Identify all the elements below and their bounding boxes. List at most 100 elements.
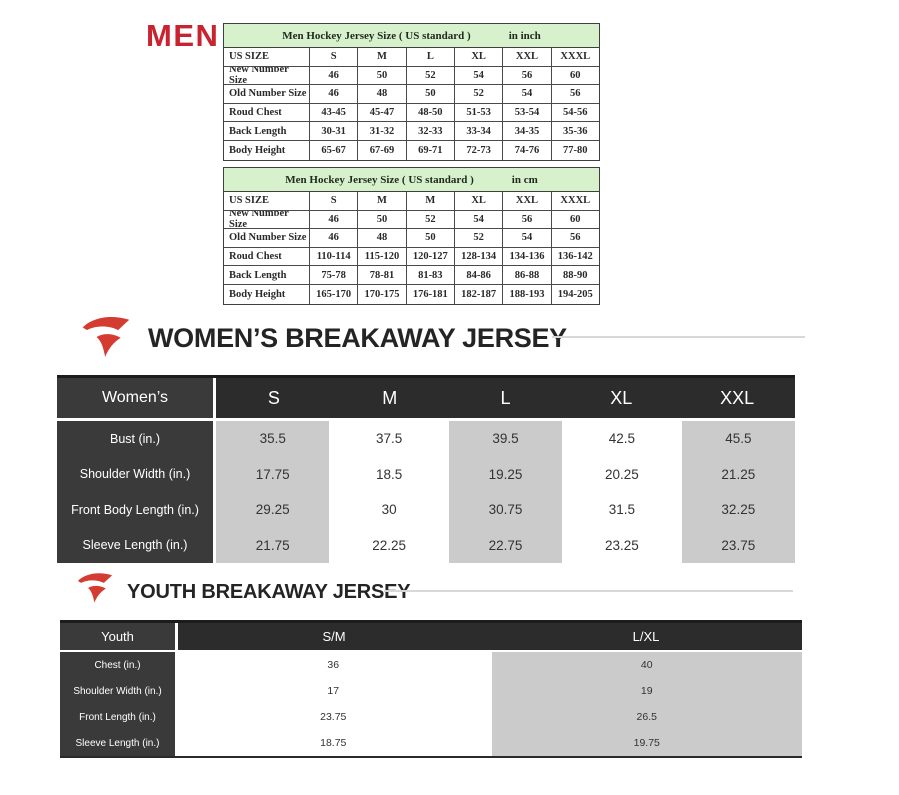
size-value-cell: 54 [455, 210, 504, 229]
size-value-cell: 136-142 [557, 251, 593, 263]
value-cell: 22.25 [372, 537, 406, 553]
size-value-cell: 165-170 [310, 284, 359, 304]
value-cell: 26.5 [491, 704, 802, 730]
size-value-cell: 43-45 [310, 103, 359, 122]
size-value-cell: 50 [358, 210, 407, 229]
value-cell: 30 [381, 502, 397, 518]
size-value-cell: S [310, 192, 359, 210]
men-table-row: Back Length 30-31 31-32 32-33 33-34 34-35 35-3… [224, 122, 599, 141]
size-value-cell: 77-80 [563, 144, 588, 156]
value-cell: 23.25 [605, 537, 639, 553]
womens-table-header: Women’s S M L XL XXL [57, 378, 795, 418]
row-label: Shoulder Width (in.) [60, 678, 175, 704]
row-label: Back Length [224, 266, 310, 284]
size-value-cell: 176-181 [407, 284, 455, 304]
value-cell: 19.75 [491, 730, 802, 756]
womens-size-table: Women’s S M L XL XXL Bust (in.) 35.5 37.5 3… [57, 375, 796, 563]
size-value-cell: 48-50 [407, 103, 455, 122]
size-value-cell: 81-83 [407, 266, 455, 284]
value-cell: 42.5 [608, 431, 636, 447]
size-value-cell: 56 [503, 66, 552, 85]
value-cell: 31.5 [608, 502, 636, 518]
row-label: Old Number Size [224, 229, 310, 247]
row-label: US SIZE [224, 192, 310, 210]
value-cell: 45.5 [681, 421, 796, 457]
size-value-cell: XXXL [560, 195, 591, 207]
value-cell: 19.25 [448, 456, 563, 492]
size-value-cell: 34-35 [503, 122, 552, 140]
size-value-cell: 46 [310, 66, 359, 85]
value-cell: 17 [327, 685, 340, 697]
size-value-cell: XXL [503, 48, 552, 66]
men-table-row: New Number Size 46 50 52 54 56 60 [224, 66, 599, 86]
size-value-cell: 54 [455, 66, 504, 85]
value-cell: 36 [327, 659, 340, 671]
row-label: Body Height [224, 284, 310, 304]
size-value-cell: 182-187 [455, 284, 504, 304]
size-value-cell: XL [455, 192, 504, 210]
size-value-cell: 52 [455, 85, 504, 103]
size-value-cell: 88-90 [563, 269, 588, 281]
youth-section-title: YOUTH BREAKAWAY JERSEY [127, 581, 411, 603]
size-value-cell: 45-47 [358, 103, 407, 122]
table-row: Shoulder Width (in.) 17.75 18.5 19.25 20.25 2… [57, 456, 796, 492]
value-cell: 23.75 [681, 527, 796, 563]
column-headers: S/M L/XL [178, 623, 802, 650]
size-value-cell: 65-67 [310, 140, 359, 160]
men-table-grid: US SIZE S M M XL XXL XXXL New Number Size 46 50 52… [224, 192, 599, 304]
size-value-cell: 74-76 [503, 140, 552, 160]
men-table-row: Old Number Size 46 48 50 52 54 56 [224, 85, 599, 104]
row-label: Bust (in.) [57, 421, 213, 457]
womens-section-title: WOMEN’S BREAKAWAY JERSEY [148, 323, 567, 353]
size-value-cell: 60 [570, 69, 581, 81]
size-value-cell: 50 [407, 85, 455, 103]
row-label: New Number Size [224, 210, 310, 229]
value-cell: 32.25 [681, 492, 796, 528]
size-value-cell: 51-53 [455, 103, 504, 122]
size-value-cell: 46 [310, 85, 359, 103]
size-value-cell: 35-36 [563, 125, 588, 137]
column-header-l: L [500, 387, 511, 408]
size-value-cell: L [407, 48, 455, 66]
row-label: Body Height [224, 140, 310, 160]
size-value-cell: 53-54 [503, 103, 552, 122]
column-header-xl: XL [610, 387, 633, 408]
men-table-row: US SIZE S M L XL XXL XXXL [224, 48, 599, 67]
size-value-cell: 48 [358, 85, 407, 103]
column-header-lxl: L/XL [632, 629, 660, 644]
size-value-cell: 52 [407, 66, 455, 85]
men-table-grid: US SIZE S M L XL XXL XXXL New Number Size 46 50 52… [224, 48, 599, 160]
size-value-cell: 128-134 [455, 247, 504, 266]
row-label: Front Body Length (in.) [57, 492, 213, 528]
table-row: Sleeve Length (in.) 18.75 19.75 [60, 730, 802, 756]
column-headers: S M L XL XXL [216, 378, 795, 418]
size-value-cell: 194-205 [557, 288, 593, 300]
size-value-cell: 67-69 [358, 140, 407, 160]
row-label: Roud Chest [224, 103, 310, 122]
divider-line [384, 590, 793, 592]
size-value-cell: 30-31 [310, 122, 359, 140]
row-label: Back Length [224, 122, 310, 140]
value-cell: 35.5 [216, 421, 330, 457]
table-row: Front Length (in.) 23.75 26.5 [60, 704, 802, 730]
row-label: Front Length (in.) [60, 704, 175, 730]
youth-size-table: Youth S/M L/XL Chest (in.) 36 40 Shoulder W… [60, 620, 802, 758]
row-label: US SIZE [224, 48, 310, 66]
row-label: New Number Size [224, 66, 310, 85]
size-value-cell: 52 [455, 229, 504, 247]
men-table-unit: in inch [508, 29, 541, 42]
value-cell: 29.25 [216, 492, 330, 528]
table-row: Chest (in.) 36 40 [60, 652, 802, 678]
size-value-cell: XXL [503, 192, 552, 210]
size-value-cell: 188-193 [503, 284, 552, 304]
value-cell: 18.5 [375, 466, 403, 482]
column-header-s: S [267, 387, 280, 408]
value-cell: 30.75 [448, 492, 563, 528]
table-row: Sleeve Length (in.) 21.75 22.25 22.75 23.25 2… [57, 527, 796, 563]
size-value-cell: 115-120 [358, 247, 407, 266]
table-row: Front Body Length (in.) 29.25 30 30.75 31.5 3… [57, 492, 796, 528]
value-cell: 19 [491, 678, 802, 704]
size-value-cell: 84-86 [455, 266, 504, 284]
size-value-cell: 110-114 [310, 247, 359, 266]
